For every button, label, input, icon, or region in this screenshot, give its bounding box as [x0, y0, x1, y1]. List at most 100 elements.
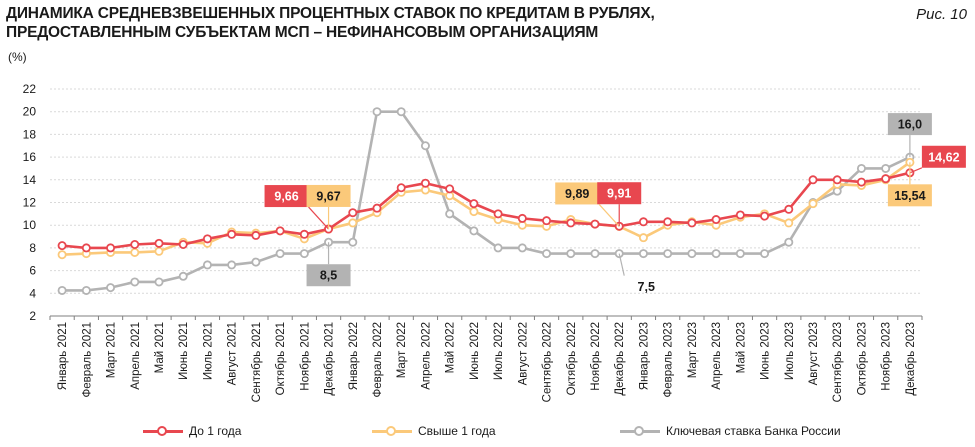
chart-title-line-1: ДИНАМИКА СРЕДНЕВЗВЕШЕННЫХ ПРОЦЕНТНЫХ СТА…	[6, 5, 655, 22]
y-tick-label: 10	[23, 218, 37, 232]
series-2-point	[808, 199, 818, 209]
series-2-point	[638, 233, 648, 243]
series-3-point	[663, 249, 673, 259]
chart-title: ДИНАМИКА СРЕДНЕВЗВЕШЕННЫХ ПРОЦЕНТНЫХ СТА…	[6, 4, 655, 42]
series-1-point	[638, 217, 648, 227]
series-2-point	[784, 218, 794, 228]
annotation-leader	[308, 206, 329, 230]
series-3-point	[81, 285, 91, 295]
series-3-point	[735, 249, 745, 259]
series-3-point	[687, 249, 697, 259]
annotation-label: 7,5	[638, 280, 655, 294]
x-tick-label: Ноябрь 2023	[881, 322, 893, 391]
series-3-point	[469, 226, 479, 236]
annotation-label: 14,62	[928, 150, 959, 164]
annotation-label: 15,54	[894, 189, 925, 203]
x-tick-label: Май 2021	[154, 322, 166, 373]
y-tick-label: 14	[23, 173, 37, 187]
series-3-point	[445, 209, 455, 219]
x-tick-label: Ноябрь 2021	[299, 322, 311, 391]
series-1-point	[348, 208, 358, 218]
series-3-point	[517, 243, 527, 253]
series-1-point	[106, 243, 116, 253]
series-3-point	[856, 163, 866, 173]
x-tick-label: Апрель 2022	[420, 322, 432, 390]
x-tick-label: Сентябрь 2022	[542, 322, 554, 402]
series-1-point	[663, 217, 673, 227]
series-1-point	[784, 204, 794, 214]
annotation-label: 9,67	[316, 189, 340, 203]
y-tick-label: 18	[23, 127, 37, 141]
y-tick-label: 6	[29, 264, 36, 278]
series-3-point	[566, 249, 576, 259]
series-1-point	[275, 226, 285, 236]
x-tick-label: Август 2021	[227, 322, 239, 385]
series-1-point	[202, 234, 212, 244]
x-tick-label: Июнь 2021	[178, 322, 190, 380]
annotation-box	[887, 113, 932, 136]
series-3-point	[493, 243, 503, 253]
x-tick-label: Май 2023	[735, 322, 747, 373]
x-tick-label: Август 2022	[517, 322, 529, 385]
annotation-box	[306, 184, 351, 207]
legend-label-series-1: До 1 года	[189, 424, 242, 438]
series-1-point	[711, 215, 721, 225]
series-1-point	[154, 238, 164, 248]
annotation-leader	[598, 204, 620, 227]
x-tick-label: Июнь 2023	[760, 322, 772, 380]
series-1-point	[299, 229, 309, 239]
series-2-point	[154, 246, 164, 256]
series-1-point	[590, 219, 600, 229]
series-3-point	[57, 285, 67, 295]
annotation-box	[597, 182, 642, 205]
series-1-point	[178, 239, 188, 249]
chart-legend: До 1 года Свыше 1 года Ключевая ставка Б…	[0, 424, 975, 444]
series-1-point	[566, 218, 576, 228]
y-tick-label: 22	[23, 82, 37, 96]
legend-label-series-3: Ключевая ставка Банка России	[666, 424, 841, 438]
series-1-point	[881, 174, 891, 184]
figure-label: Рис. 10	[916, 6, 967, 23]
series-3-point	[348, 237, 358, 247]
series-3-point	[760, 249, 770, 259]
series-3-point	[106, 283, 116, 293]
series-3-point	[275, 249, 285, 259]
x-tick-label: Май 2022	[445, 322, 457, 373]
series-2-point	[130, 247, 140, 257]
x-tick-label: Июль 2021	[202, 322, 214, 380]
annotation-leader	[909, 167, 923, 174]
series-3-point	[638, 249, 648, 259]
legend-item-series-2: Свыше 1 года	[372, 424, 496, 438]
series-1-point	[420, 178, 430, 188]
x-tick-label: Сентябрь 2021	[251, 322, 263, 402]
series-1-point	[517, 213, 527, 223]
series-2-point	[469, 207, 479, 217]
annotation-label: 9,66	[274, 190, 298, 204]
y-tick-label: 8	[29, 241, 36, 255]
legend-swatch-series-1	[143, 426, 183, 436]
annotation-box	[264, 185, 309, 208]
series-1-point	[832, 175, 842, 185]
x-tick-label: Октябрь 2022	[566, 322, 578, 395]
series-1-point	[57, 241, 67, 251]
annotation-label: 9,89	[565, 187, 589, 201]
series-3-point	[420, 141, 430, 151]
x-tick-label: Январь 2021	[57, 322, 69, 390]
series-line-1	[61, 171, 911, 250]
x-tick-label: Декабрь 2023	[905, 322, 917, 396]
series-1-point	[227, 229, 237, 239]
series-1-point	[542, 216, 552, 226]
annotation-box	[887, 184, 932, 207]
series-1-point	[251, 230, 261, 240]
x-tick-label: Февраль 2023	[663, 322, 675, 398]
y-tick-label: 16	[23, 150, 37, 164]
series-2-point	[348, 218, 358, 228]
legend-label-series-2: Свыше 1 года	[418, 424, 496, 438]
x-tick-label: Январь 2023	[638, 322, 650, 390]
y-tick-label: 4	[29, 286, 36, 300]
series-1-point	[687, 218, 697, 228]
y-tick-label: 20	[23, 105, 37, 119]
annotation-label: 16,0	[898, 118, 922, 132]
series-1-point	[130, 239, 140, 249]
series-1-point	[760, 211, 770, 221]
